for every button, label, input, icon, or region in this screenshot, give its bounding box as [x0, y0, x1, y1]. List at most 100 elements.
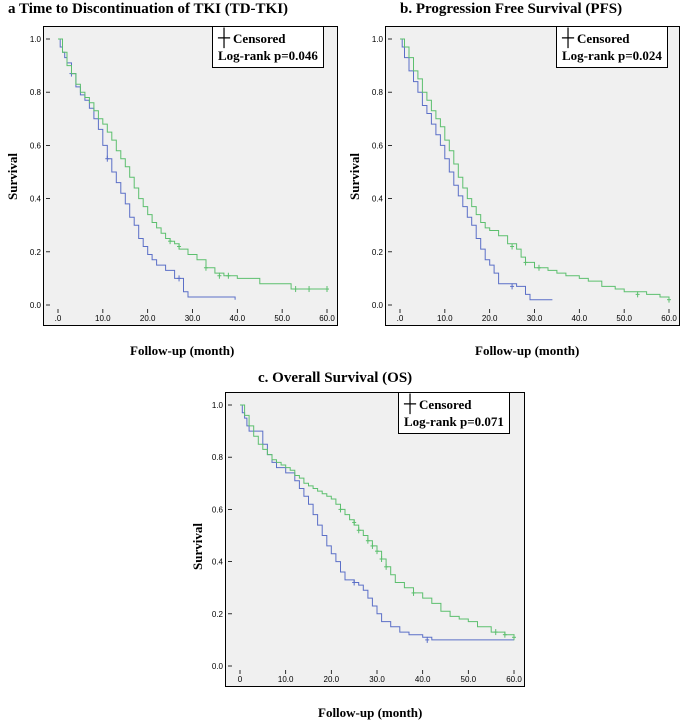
legend-censored-label: Censored — [577, 31, 630, 46]
x-tick-label: 40.0 — [230, 314, 246, 323]
y-tick-label: 0.8 — [212, 453, 224, 462]
y-tick-label: 0.2 — [30, 248, 42, 257]
censored-mark-green — [635, 291, 640, 298]
censored-mark-green — [536, 264, 541, 271]
y-tick-label: 0.8 — [372, 88, 384, 97]
x-tick-label: 20.0 — [482, 314, 498, 323]
censored-mark-blue — [177, 275, 182, 282]
y-tick-label: 0.0 — [212, 662, 224, 671]
censored-cross-icon: ┼ — [562, 28, 575, 47]
censored-mark-green — [307, 286, 312, 293]
censored-mark-blue — [352, 579, 357, 586]
panel-a-title: a Time to Discontinuation of TKI (TD-TKI… — [8, 1, 289, 17]
series-line-green — [240, 404, 515, 638]
series-line-green — [58, 38, 327, 290]
panel-b-chart: .0 10.0 20.0 30.0 40.0 50.0 60.0 0.0 0.2 0.4 0.6 0.… — [372, 35, 677, 323]
x-tick-label: 20.0 — [140, 314, 156, 323]
x-tick-label: .0 — [397, 314, 404, 323]
y-tick-label: 0.0 — [372, 301, 384, 310]
x-tick-label: 40.0 — [572, 314, 588, 323]
censored-mark-blue — [510, 283, 515, 290]
logrank-label: Log-rank p=0.024 — [562, 48, 662, 63]
censored-mark-green — [338, 506, 343, 513]
censored-mark-green — [512, 634, 516, 641]
censored-mark-green — [379, 555, 384, 562]
x-tick-label: 60.0 — [661, 314, 677, 323]
x-tick-label: 10.0 — [437, 314, 453, 323]
censored-mark-green — [217, 272, 222, 279]
censored-mark-green — [226, 272, 231, 279]
panel-b-plot: .0 10.0 20.0 30.0 40.0 50.0 60.0 0.0 0.2 0.4 0.6 0.… — [372, 26, 680, 326]
y-tick-label: 0.2 — [212, 610, 224, 619]
censored-mark-green — [365, 537, 370, 544]
panel-b-ylabel: Survival — [347, 153, 362, 200]
logrank-label: Log-rank p=0.071 — [404, 414, 504, 429]
y-tick-label: 0.8 — [30, 88, 42, 97]
y-tick-label: 0.0 — [30, 301, 42, 310]
censored-cross-icon: ┼ — [404, 394, 417, 413]
x-tick-label: 20.0 — [324, 675, 340, 684]
series-line-green — [400, 38, 670, 300]
x-tick-label: 10.0 — [95, 314, 111, 323]
panel-c-title: c. Overall Survival (OS) — [258, 370, 413, 386]
x-tick-label: 50.0 — [461, 675, 477, 684]
censored-mark-green — [510, 243, 515, 250]
x-tick-label: 30.0 — [185, 314, 201, 323]
censored-mark-green — [203, 264, 208, 271]
series-line-blue — [400, 38, 553, 301]
y-tick-label: 1.0 — [212, 401, 224, 410]
panel-a-legend: ┼ Censored Log-rank p=0.046 — [212, 26, 324, 68]
censored-cross-icon: ┼ — [218, 28, 231, 47]
x-tick-label: 50.0 — [616, 314, 632, 323]
censored-mark-green — [523, 259, 528, 266]
panel-c-ylabel: Survival — [190, 523, 205, 570]
x-tick-label: 0 — [238, 675, 243, 684]
panel-c-chart: 0 10.0 20.0 30.0 40.0 50.0 60.0 0.0 0.2 0.4 0.6 0.8… — [212, 401, 522, 684]
panel-b-title: b. Progression Free Survival (PFS) — [400, 1, 623, 17]
censored-mark-green — [502, 631, 507, 638]
censored-mark-green — [370, 542, 375, 549]
y-tick-label: 0.6 — [212, 505, 224, 514]
x-tick-label: 60.0 — [319, 314, 335, 323]
x-tick-label: 30.0 — [369, 675, 385, 684]
panel-b-xlabel: Follow-up (month) — [475, 343, 580, 358]
panel-a-chart: .0 10.0 20.0 30.0 40.0 50.0 60.0 0.0 0.2 0.4 0.6 0.… — [30, 35, 335, 323]
panel-a-ylabel: Survival — [5, 153, 20, 200]
censored-mark-blue — [425, 636, 430, 643]
y-tick-label: 0.6 — [30, 141, 42, 150]
censored-mark-blue — [105, 155, 110, 162]
y-tick-label: 1.0 — [30, 35, 42, 44]
legend-censored-label: Censored — [419, 397, 472, 412]
y-tick-label: 0.4 — [30, 195, 42, 204]
censored-mark-green — [384, 563, 389, 570]
series-line-blue — [240, 404, 514, 641]
panel-c-plot: 0 10.0 20.0 30.0 40.0 50.0 60.0 0.0 0.2 0.4 0.6 0.8… — [212, 392, 525, 687]
panel-c-legend: ┼ Censored Log-rank p=0.071 — [398, 392, 510, 434]
legend-censored-label: Censored — [233, 31, 286, 46]
panel-a-xlabel: Follow-up (month) — [130, 343, 235, 358]
x-tick-label: 60.0 — [506, 675, 522, 684]
x-tick-label: 30.0 — [527, 314, 543, 323]
y-tick-label: 0.4 — [212, 558, 224, 567]
x-tick-label: 10.0 — [278, 675, 294, 684]
censored-mark-green — [356, 527, 361, 534]
logrank-label: Log-rank p=0.046 — [218, 48, 318, 63]
y-tick-label: 1.0 — [372, 35, 384, 44]
panel-b-legend: ┼ Censored Log-rank p=0.024 — [556, 26, 668, 68]
y-tick-label: 0.2 — [372, 248, 384, 257]
censored-mark-green — [375, 548, 379, 555]
series-line-blue — [58, 38, 236, 300]
censored-mark-green — [667, 296, 671, 303]
x-tick-label: .0 — [55, 314, 62, 323]
panel-a-plot: .0 10.0 20.0 30.0 40.0 50.0 60.0 0.0 0.2 0.4 0.6 0.… — [30, 26, 338, 326]
censored-mark-green — [177, 243, 182, 250]
panel-c-xlabel: Follow-up (month) — [318, 705, 423, 720]
y-tick-label: 0.6 — [372, 141, 384, 150]
y-tick-label: 0.4 — [372, 195, 384, 204]
x-tick-label: 50.0 — [274, 314, 290, 323]
censored-mark-green — [293, 286, 298, 293]
censored-mark-green — [352, 519, 357, 526]
censored-mark-green — [325, 286, 329, 293]
x-tick-label: 40.0 — [415, 675, 431, 684]
censored-mark-green — [168, 238, 173, 245]
